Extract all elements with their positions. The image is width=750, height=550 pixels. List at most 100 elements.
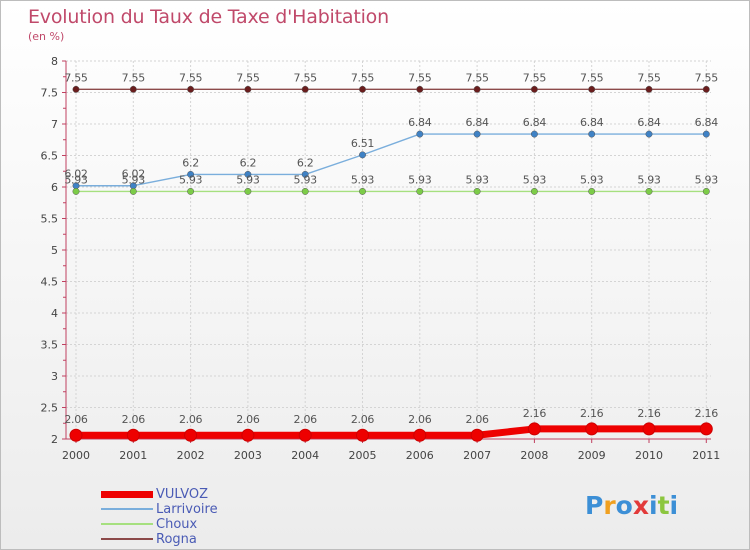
data-point-choux bbox=[416, 187, 424, 195]
data-point-rogna bbox=[244, 85, 252, 93]
logo-letter: r bbox=[603, 491, 616, 520]
data-point-rogna bbox=[588, 85, 596, 93]
data-label-vulvoz: 2.16 bbox=[695, 407, 719, 420]
data-label-vulvoz: 2.16 bbox=[580, 407, 604, 420]
x-tick-label: 2003 bbox=[234, 449, 262, 462]
data-point-larrivoire bbox=[588, 130, 596, 138]
data-label-rogna: 7.55 bbox=[122, 71, 146, 84]
data-point-rogna bbox=[301, 85, 309, 93]
data-label-vulvoz: 2.06 bbox=[64, 413, 88, 426]
data-label-choux: 5.93 bbox=[179, 173, 203, 186]
data-point-rogna bbox=[359, 85, 366, 93]
y-tick-label: 3 bbox=[51, 370, 58, 383]
data-point-vulvoz bbox=[184, 428, 198, 442]
data-point-choux bbox=[530, 187, 538, 195]
data-point-vulvoz bbox=[356, 428, 369, 442]
data-label-larrivoire: 6.02 bbox=[122, 168, 145, 181]
data-point-vulvoz bbox=[298, 428, 312, 442]
data-point-larrivoire bbox=[187, 170, 195, 178]
data-label-vulvoz: 2.06 bbox=[351, 413, 375, 426]
y-tick-label: 7.5 bbox=[41, 87, 59, 100]
data-point-choux bbox=[645, 187, 653, 195]
x-tick-label: 2007 bbox=[463, 449, 491, 462]
x-tick-label: 2004 bbox=[291, 449, 319, 462]
data-point-larrivoire bbox=[702, 130, 710, 138]
data-point-vulvoz bbox=[126, 428, 140, 442]
data-label-vulvoz: 2.06 bbox=[465, 413, 489, 426]
data-label-larrivoire: 6.84 bbox=[408, 116, 432, 129]
chart-title: Evolution du Taux de Taxe d'Habitation bbox=[28, 6, 389, 28]
y-tick-label: 3.5 bbox=[41, 339, 59, 352]
data-label-choux: 5.93 bbox=[408, 173, 432, 186]
legend-swatch-larrivoire bbox=[101, 508, 153, 510]
data-label-choux: 5.93 bbox=[122, 173, 146, 186]
data-label-rogna: 7.55 bbox=[408, 71, 432, 84]
data-label-vulvoz: 2.06 bbox=[122, 413, 146, 426]
data-label-larrivoire: 6.84 bbox=[580, 116, 604, 129]
data-point-vulvoz bbox=[69, 428, 83, 442]
proxiti-logo: Proxiti bbox=[585, 491, 678, 520]
y-tick-label: 7 bbox=[51, 118, 58, 131]
data-point-larrivoire bbox=[244, 170, 252, 178]
data-point-choux bbox=[473, 187, 481, 195]
data-point-larrivoire bbox=[645, 130, 653, 138]
data-label-choux: 5.93 bbox=[637, 173, 661, 186]
data-label-rogna: 7.55 bbox=[294, 71, 318, 84]
data-label-larrivoire: 6.84 bbox=[523, 116, 547, 129]
legend-swatch-choux bbox=[101, 523, 153, 525]
data-label-rogna: 7.55 bbox=[465, 71, 489, 84]
y-tick-label: 2.5 bbox=[41, 402, 59, 415]
data-label-vulvoz: 2.06 bbox=[236, 413, 260, 426]
chart-unit-label: (en %) bbox=[28, 30, 65, 43]
y-tick-label: 6 bbox=[51, 181, 58, 194]
logo-letter: i bbox=[649, 491, 658, 520]
data-label-rogna: 7.55 bbox=[236, 71, 260, 84]
data-label-larrivoire: 6.84 bbox=[637, 116, 661, 129]
data-label-rogna: 7.55 bbox=[580, 71, 604, 84]
legend-label-choux: Choux bbox=[156, 517, 198, 532]
data-point-rogna bbox=[473, 85, 481, 93]
data-label-choux: 5.93 bbox=[64, 173, 88, 186]
logo-letter: i bbox=[669, 491, 679, 520]
data-label-choux: 5.93 bbox=[465, 173, 489, 186]
logo-letter: x bbox=[632, 491, 649, 520]
data-point-rogna bbox=[129, 85, 137, 93]
data-point-rogna bbox=[530, 85, 538, 93]
x-tick-label: 2006 bbox=[406, 449, 434, 462]
data-point-choux bbox=[244, 187, 252, 195]
y-tick-label: 8 bbox=[51, 55, 58, 68]
data-point-vulvoz bbox=[585, 422, 599, 436]
data-label-choux: 5.93 bbox=[580, 173, 604, 186]
x-tick-label: 2001 bbox=[119, 449, 147, 462]
y-tick-label: 4.5 bbox=[41, 276, 59, 289]
y-tick-label: 5.5 bbox=[41, 213, 59, 226]
data-point-rogna bbox=[416, 85, 424, 93]
legend-swatch-rogna bbox=[101, 538, 153, 540]
legend-label-larrivoire: Larrivoire bbox=[156, 502, 218, 517]
data-point-rogna bbox=[645, 85, 653, 93]
data-label-rogna: 7.55 bbox=[637, 71, 661, 84]
data-point-choux bbox=[72, 187, 80, 195]
data-label-larrivoire: 6.84 bbox=[465, 116, 489, 129]
data-point-choux bbox=[359, 187, 366, 195]
data-label-rogna: 7.55 bbox=[695, 71, 719, 84]
legend-swatch-vulvoz bbox=[101, 491, 153, 498]
data-label-larrivoire: 6.2 bbox=[182, 156, 199, 169]
legend-label-rogna: Rogna bbox=[156, 532, 197, 547]
data-label-larrivoire: 6.2 bbox=[240, 156, 257, 169]
data-point-choux bbox=[702, 187, 710, 195]
data-point-larrivoire bbox=[473, 130, 481, 138]
x-tick-label: 2011 bbox=[692, 449, 720, 462]
data-point-larrivoire bbox=[301, 170, 309, 178]
y-tick-label: 5 bbox=[51, 244, 58, 257]
data-point-choux bbox=[129, 187, 137, 195]
data-label-rogna: 7.55 bbox=[523, 71, 547, 84]
x-tick-label: 2005 bbox=[349, 449, 377, 462]
data-label-larrivoire: 6.2 bbox=[297, 156, 314, 169]
data-point-rogna bbox=[702, 85, 710, 93]
data-point-larrivoire bbox=[359, 151, 366, 159]
legend-label-vulvoz: VULVOZ bbox=[156, 487, 209, 502]
logo-letter: o bbox=[615, 491, 633, 520]
data-point-choux bbox=[588, 187, 596, 195]
